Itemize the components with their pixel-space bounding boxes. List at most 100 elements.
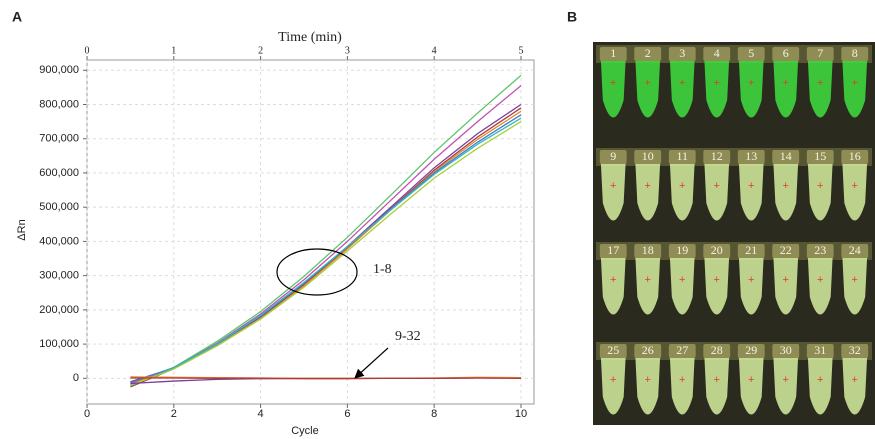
tube-cap [806,150,834,164]
tube-label: 21 [745,243,757,257]
y-tick-label: 100,000 [39,338,79,350]
panel-label: A [12,9,22,25]
tube-cap [806,344,834,358]
tube [704,256,730,315]
x2-tick-label: 3 [345,45,350,56]
x2-tick-label: 4 [432,45,437,56]
tube-cap [599,344,627,358]
y-tick-label: 400,000 [39,235,79,247]
tube-label: 3 [679,46,685,60]
tube [635,59,661,118]
tube-mark: + [748,77,754,89]
tube-cap [737,47,765,61]
tube-cap [634,47,662,61]
tube [738,356,764,415]
tube-rack [596,148,872,166]
tube [807,356,833,415]
tube-cap [841,344,869,358]
tube-mark: + [852,77,858,89]
tube-mark: + [817,180,823,192]
tube-cap [634,244,662,258]
tube-label: 29 [745,343,757,357]
tube-mark: + [645,374,651,386]
tube-label: 15 [814,149,826,163]
line [130,121,522,386]
tube-rack [596,242,872,260]
annotation: 9-32 [395,329,421,344]
x2-axis-title: Time (min) [278,30,342,45]
tube-mark: + [852,374,858,386]
tube-label: 32 [849,343,861,357]
y-axis-title: ΔRn [16,219,28,240]
tube [600,59,626,118]
tube-mark: + [714,374,720,386]
tube-cap [806,244,834,258]
tube-label: 18 [642,243,654,257]
tube [704,356,730,415]
tube-label: 1 [610,46,616,60]
tube-mark: + [679,180,685,192]
tube-cap [599,47,627,61]
tube-mark: + [679,374,685,386]
line [130,117,522,387]
x2-tick-label: 0 [85,45,90,56]
x-tick-label: 2 [171,408,177,420]
tube-cap [703,244,731,258]
tube-cap [772,344,800,358]
tube-mark: + [679,77,685,89]
tube-mark: + [748,274,754,286]
tube [635,256,661,315]
y-tick-label: 300,000 [39,270,79,282]
tube-cap [737,344,765,358]
y-tick-label: 800,000 [39,98,79,110]
tube [773,356,799,415]
tube [600,256,626,315]
tube-mark: + [748,180,754,192]
tube-mark: + [645,77,651,89]
tube-cap [668,47,696,61]
tube-label: 6 [783,46,789,60]
tube-label: 8 [852,46,858,60]
tube-mark: + [783,374,789,386]
tube-label: 24 [849,243,861,257]
x-tick-label: 8 [431,408,437,420]
tube-cap [737,150,765,164]
plot: 0 100,000 200,000 300,000 400,000 500,000 600,… [39,45,535,420]
tube-mark: + [817,374,823,386]
tube-label: 27 [676,343,688,357]
tube-label: 16 [849,149,861,163]
x2-tick-label: 2 [258,45,263,56]
x-tick-label: 4 [258,408,264,420]
tube-cap [772,150,800,164]
photo: 1 +2 +3 +4 +5 +6 +7 +8 +9 +10 +11 +12 +13 +14 +15 +16 +1… [596,45,872,415]
tube-label: 2 [645,46,651,60]
tube [669,356,695,415]
tube [738,256,764,315]
x-tick-label: 10 [515,408,527,420]
tube [669,162,695,221]
tube-cap [634,344,662,358]
tube-mark: + [679,274,685,286]
y-tick-label: 500,000 [39,201,79,213]
tube-label: 31 [814,343,826,357]
tube-label: 4 [714,46,720,60]
tube-mark: + [610,374,616,386]
tube-mark: + [714,274,720,286]
tube [704,59,730,118]
tube-label: 17 [607,243,619,257]
tube-cap [772,244,800,258]
tube-cap [668,244,696,258]
tube [669,256,695,315]
tube-cap [599,150,627,164]
x-tick-label: 0 [84,408,90,420]
tube [773,256,799,315]
tube-cap [841,47,869,61]
tube-cap [634,150,662,164]
tube-label: 22 [780,243,792,257]
tube [807,162,833,221]
tube-cap [599,244,627,258]
tube [842,356,868,415]
y-tick-label: 0 [73,372,79,384]
tube-label: 12 [711,149,723,163]
